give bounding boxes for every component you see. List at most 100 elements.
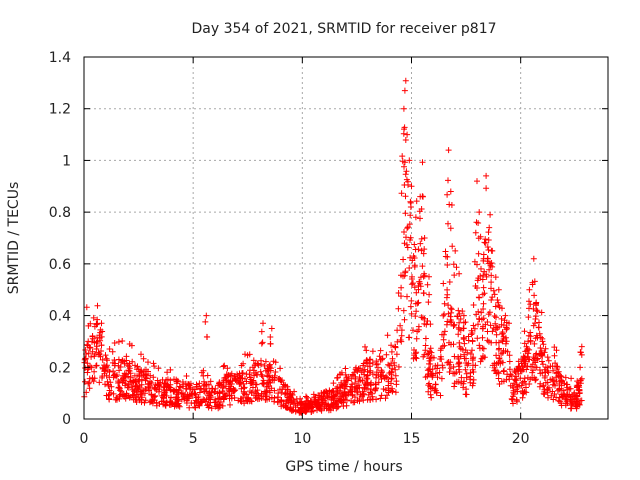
data-point bbox=[192, 391, 199, 398]
data-point bbox=[532, 364, 538, 371]
data-point bbox=[398, 338, 405, 345]
data-point bbox=[427, 345, 434, 352]
data-point bbox=[427, 391, 434, 398]
data-point bbox=[489, 247, 496, 254]
data-point bbox=[81, 356, 88, 363]
data-point bbox=[156, 400, 163, 407]
data-point bbox=[408, 297, 415, 304]
data-point bbox=[530, 322, 537, 329]
data-point bbox=[163, 377, 170, 383]
data-point bbox=[411, 262, 418, 269]
data-point bbox=[425, 388, 432, 395]
data-point bbox=[401, 229, 407, 235]
data-point bbox=[342, 365, 349, 372]
data-point bbox=[205, 404, 212, 411]
data-point bbox=[241, 400, 248, 407]
data-point bbox=[259, 339, 266, 346]
data-point bbox=[180, 381, 187, 388]
data-point bbox=[480, 300, 487, 307]
data-point bbox=[123, 353, 130, 360]
data-point bbox=[534, 355, 541, 362]
data-point bbox=[167, 386, 174, 393]
data-point bbox=[395, 305, 402, 312]
data-point bbox=[532, 377, 539, 384]
data-point bbox=[93, 340, 100, 346]
data-point bbox=[499, 349, 506, 356]
data-point bbox=[404, 131, 411, 138]
data-point bbox=[225, 372, 232, 379]
data-point bbox=[545, 394, 551, 401]
data-point bbox=[402, 210, 409, 217]
data-point bbox=[215, 405, 222, 412]
data-point bbox=[494, 297, 501, 303]
data-point bbox=[502, 334, 509, 341]
data-point bbox=[202, 318, 209, 325]
data-point bbox=[407, 303, 414, 310]
data-point bbox=[531, 292, 538, 299]
data-point bbox=[150, 360, 157, 367]
data-point bbox=[354, 397, 361, 404]
data-point bbox=[208, 389, 215, 396]
data-point bbox=[478, 309, 485, 316]
data-point bbox=[331, 393, 338, 400]
data-point bbox=[488, 279, 495, 286]
data-point bbox=[368, 382, 374, 389]
data-point bbox=[372, 386, 379, 393]
data-point bbox=[253, 381, 260, 388]
data-point bbox=[568, 393, 574, 400]
data-point bbox=[469, 338, 476, 345]
data-point bbox=[174, 394, 181, 401]
data-point bbox=[422, 374, 429, 381]
data-point bbox=[150, 393, 157, 400]
data-point bbox=[533, 307, 540, 314]
data-point bbox=[138, 369, 145, 376]
data-point bbox=[446, 361, 453, 368]
data-point bbox=[345, 373, 352, 380]
data-point bbox=[151, 385, 158, 392]
data-point bbox=[447, 188, 454, 195]
data-point bbox=[268, 385, 275, 392]
data-point bbox=[405, 224, 411, 231]
data-point bbox=[525, 350, 532, 357]
data-point bbox=[186, 404, 193, 411]
data-point bbox=[367, 356, 374, 363]
data-point bbox=[463, 386, 470, 393]
data-point bbox=[418, 235, 425, 242]
data-point bbox=[406, 157, 413, 164]
data-point bbox=[413, 355, 420, 362]
data-point bbox=[445, 147, 452, 154]
data-point bbox=[98, 333, 105, 340]
data-point bbox=[508, 395, 515, 402]
data-point bbox=[449, 243, 456, 250]
data-point bbox=[265, 368, 272, 375]
data-point bbox=[456, 326, 463, 333]
data-point bbox=[475, 220, 482, 226]
data-point bbox=[455, 378, 462, 385]
data-point bbox=[203, 312, 210, 319]
data-point bbox=[556, 386, 563, 393]
data-point bbox=[456, 270, 463, 277]
data-point bbox=[88, 353, 95, 360]
data-point bbox=[576, 382, 582, 389]
y-tick-label: 0.2 bbox=[49, 360, 71, 376]
data-point bbox=[421, 320, 428, 327]
data-point bbox=[496, 304, 503, 311]
data-point bbox=[254, 387, 261, 394]
data-point bbox=[445, 220, 451, 227]
data-point bbox=[488, 260, 495, 266]
data-point bbox=[207, 394, 214, 401]
data-point bbox=[375, 364, 381, 371]
data-point bbox=[399, 153, 406, 160]
data-point bbox=[548, 392, 555, 399]
data-point bbox=[151, 363, 158, 370]
data-point bbox=[556, 373, 563, 380]
data-point bbox=[537, 345, 544, 351]
data-point bbox=[228, 392, 235, 399]
data-point bbox=[90, 314, 97, 321]
data-point bbox=[424, 318, 431, 324]
data-point bbox=[238, 395, 245, 402]
data-point bbox=[404, 225, 411, 232]
data-point bbox=[476, 342, 483, 349]
data-point bbox=[146, 387, 152, 394]
data-point bbox=[86, 385, 93, 392]
